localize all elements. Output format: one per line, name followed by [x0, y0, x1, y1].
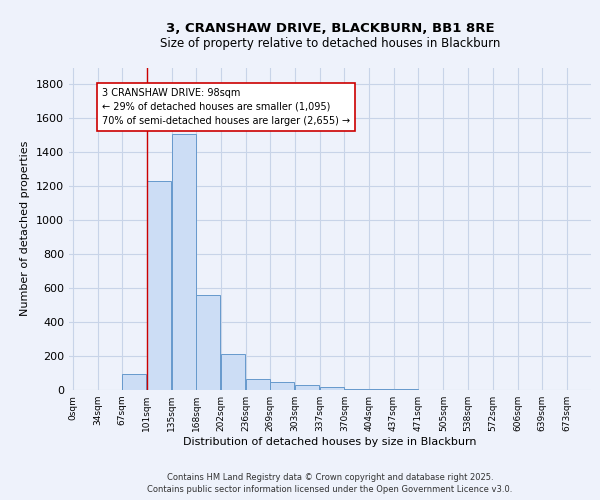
- Bar: [344, 389, 368, 390]
- Bar: [246, 379, 270, 390]
- Bar: [196, 295, 220, 390]
- Text: 3 CRANSHAW DRIVE: 98sqm
← 29% of detached houses are smaller (1,095)
70% of semi: 3 CRANSHAW DRIVE: 98sqm ← 29% of detache…: [102, 88, 350, 126]
- X-axis label: Distribution of detached houses by size in Blackburn: Distribution of detached houses by size …: [183, 437, 477, 447]
- Text: Size of property relative to detached houses in Blackburn: Size of property relative to detached ho…: [160, 38, 500, 51]
- Bar: [394, 389, 418, 390]
- Bar: [295, 385, 319, 390]
- Bar: [172, 134, 196, 390]
- Bar: [369, 389, 394, 390]
- Bar: [147, 181, 171, 390]
- Text: 3, CRANSHAW DRIVE, BLACKBURN, BB1 8RE: 3, CRANSHAW DRIVE, BLACKBURN, BB1 8RE: [166, 22, 494, 36]
- Bar: [122, 374, 146, 390]
- Bar: [320, 386, 344, 390]
- Y-axis label: Number of detached properties: Number of detached properties: [20, 141, 31, 316]
- Text: Contains public sector information licensed under the Open Government Licence v3: Contains public sector information licen…: [148, 485, 512, 494]
- Text: Contains HM Land Registry data © Crown copyright and database right 2025.: Contains HM Land Registry data © Crown c…: [167, 472, 493, 482]
- Bar: [270, 382, 295, 390]
- Bar: [221, 354, 245, 390]
